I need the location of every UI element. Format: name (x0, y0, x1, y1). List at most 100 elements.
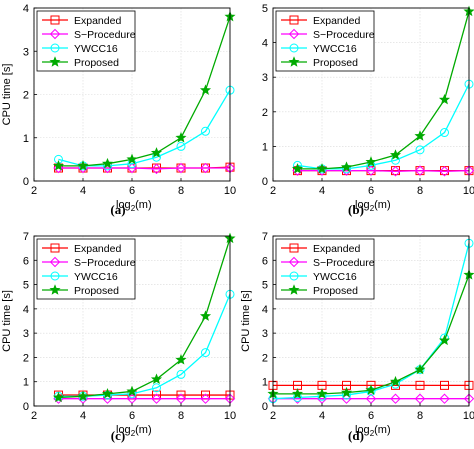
x-axis-label: log2(m) (116, 199, 152, 213)
data-point-s3 (152, 383, 161, 393)
series-line-4 (58, 16, 231, 167)
y-tick-label: 4 (262, 304, 268, 316)
data-point-s3 (415, 145, 425, 155)
data-point-s4 (340, 386, 353, 398)
y-tick-label: 2 (262, 107, 268, 119)
legend-label: S−Procedure (74, 257, 136, 269)
y-tick-label: 5 (262, 280, 268, 292)
x-axis-label: log2(m) (355, 199, 391, 213)
x-tick-label: 8 (417, 185, 423, 197)
data-point-s4 (389, 375, 402, 387)
legend-label: YWCC16 (313, 43, 357, 55)
y-tick-label: 3 (262, 328, 268, 340)
panel-label: (d) (348, 428, 364, 443)
data-point-s4 (389, 149, 402, 160)
x-tick-label: 6 (368, 410, 374, 422)
data-point-s2 (439, 393, 450, 404)
x-axis-label-subscript: 2 (370, 204, 375, 213)
y-tick-label: 4 (23, 3, 29, 15)
x-tick-label: 10 (224, 410, 236, 422)
legend-swatch-marker (289, 271, 299, 281)
x-tick-label: 4 (319, 410, 325, 422)
data-point-s3 (176, 369, 186, 379)
y-tick-label: 5 (23, 280, 29, 292)
x-tick-label: 10 (463, 185, 474, 197)
data-point-s4 (150, 147, 163, 158)
legend-swatch-marker (50, 271, 60, 281)
y-tick-label: 3 (23, 328, 29, 340)
data-point-s2 (53, 162, 64, 174)
data-point-s2 (390, 393, 401, 404)
y-axis-label: CPU time [s] (1, 64, 13, 126)
x-tick-label: 2 (270, 410, 276, 422)
x-tick-label: 4 (80, 410, 86, 422)
legend-label: Proposed (74, 57, 119, 69)
legend-label: S−Procedure (313, 257, 375, 269)
x-axis-label-subscript: 2 (131, 429, 136, 438)
data-point-s4 (316, 163, 328, 174)
y-tick-label: 6 (23, 255, 29, 267)
y-tick-label: 6 (262, 255, 268, 267)
y-tick-label: 3 (23, 46, 29, 58)
panel-label: (c) (111, 428, 125, 443)
y-tick-label: 5 (262, 3, 268, 15)
data-point-s4 (199, 84, 212, 95)
y-tick-label: 4 (262, 38, 268, 50)
legend-swatch-marker (288, 256, 300, 268)
legend-swatch-marker (288, 28, 300, 40)
y-tick-label: 2 (23, 90, 29, 102)
data-point-s4 (365, 156, 377, 167)
data-point-s4 (175, 354, 187, 365)
legend: Expanded S−Procedure YWCC16 Proposed (275, 10, 375, 72)
panel-label: (b) (348, 202, 364, 217)
data-point-s2 (414, 165, 426, 176)
y-tick-label: 0 (23, 401, 29, 413)
data-point-s2 (439, 166, 450, 177)
y-tick-label: 0 (262, 176, 268, 188)
data-point-s4 (316, 388, 328, 399)
x-tick-label: 2 (31, 410, 37, 422)
legend-swatch-marker (50, 15, 60, 25)
data-point-s4 (291, 163, 304, 174)
legend-swatch-marker (49, 56, 61, 67)
x-tick-label: 10 (224, 185, 236, 197)
data-point-s4 (340, 161, 353, 172)
series-line-4 (58, 238, 231, 399)
y-axis-label: CPU time [s] (240, 290, 252, 352)
legend-label: S−Procedure (313, 29, 375, 41)
x-tick-label: 8 (417, 410, 423, 422)
data-point-s4 (414, 130, 426, 141)
y-tick-label: 3 (262, 72, 268, 84)
x-axis-label: log2(m) (116, 424, 152, 438)
data-point-s2 (365, 165, 377, 176)
data-point-s4 (126, 385, 138, 397)
legend-label: YWCC16 (313, 271, 357, 283)
legend-swatch-marker (49, 28, 61, 40)
data-point-s4 (77, 160, 89, 171)
data-point-s2 (175, 162, 187, 174)
legend-label: S−Procedure (74, 29, 136, 41)
x-tick-label: 4 (319, 185, 325, 197)
legend: Expanded S−Procedure YWCC16 Proposed (275, 238, 375, 300)
x-axis-label-main: log (355, 199, 370, 211)
legend-label: Expanded (74, 243, 121, 255)
legend-swatch-marker (50, 43, 60, 53)
y-tick-label: 0 (23, 176, 29, 188)
legend-swatch-marker (288, 284, 300, 295)
y-tick-label: 7 (23, 231, 29, 243)
legend-swatch-marker (49, 284, 61, 295)
legend: Expanded S−Procedure YWCC16 Proposed (36, 10, 136, 72)
legend-swatch-marker (288, 56, 300, 67)
y-tick-label: 1 (262, 141, 268, 153)
chart-panel-2: 2 4 6 8 10012345log2(m)ExpandedS−ProcedureYW… (262, 3, 474, 217)
data-point-s4 (414, 363, 426, 375)
x-axis-label-tail: (m) (374, 424, 391, 436)
data-point-s4 (438, 334, 451, 346)
data-point-s4 (175, 131, 187, 143)
panel-label: (a) (110, 202, 125, 217)
x-axis-label: log2(m) (355, 424, 391, 438)
x-tick-label: 2 (270, 185, 276, 197)
